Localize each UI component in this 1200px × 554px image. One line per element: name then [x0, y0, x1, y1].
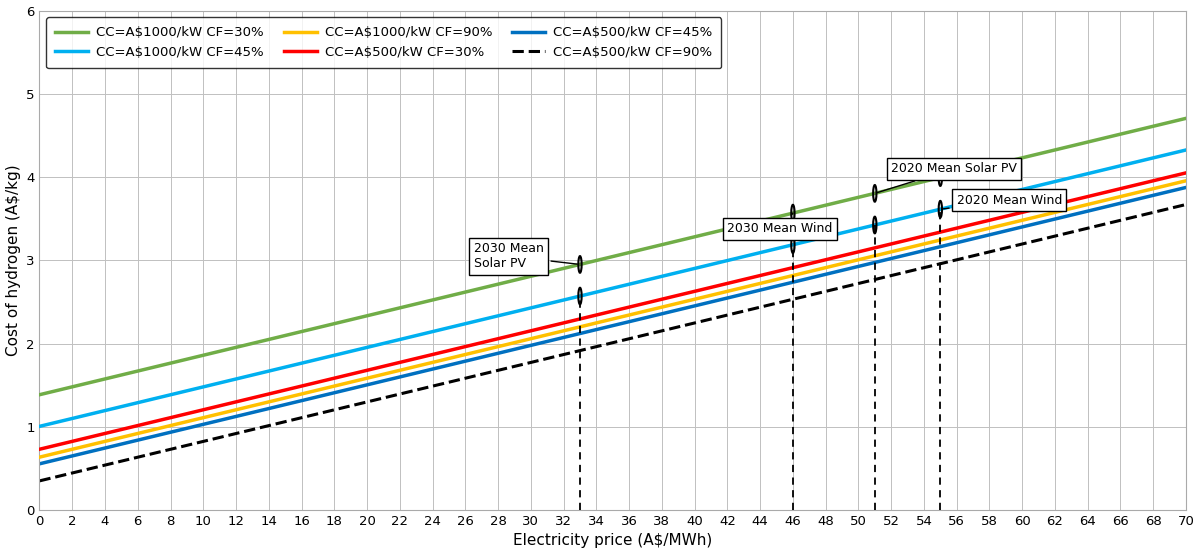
CC=A$1000/kW CF=30% — [1178, 115, 1193, 122]
CC=A$1000/kW CF=45% — [653, 274, 667, 280]
CC=A$1000/kW CF=90% — [32, 454, 47, 460]
Text: 2030 Mean
Solar PV: 2030 Mean Solar PV — [474, 242, 577, 270]
CC=A$500/kW CF=30% — [32, 446, 47, 453]
Line: CC=A$1000/kW CF=30%: CC=A$1000/kW CF=30% — [40, 119, 1186, 395]
CC=A$500/kW CF=30% — [972, 219, 986, 226]
CC=A$500/kW CF=30% — [1178, 170, 1193, 176]
CC=A$500/kW CF=45% — [583, 327, 598, 334]
CC=A$1000/kW CF=45% — [1178, 147, 1193, 153]
CC=A$1000/kW CF=30% — [32, 392, 47, 398]
CC=A$500/kW CF=90% — [583, 345, 598, 351]
CC=A$500/kW CF=90% — [1151, 208, 1165, 214]
Y-axis label: Cost of hydrogen (A$/kg): Cost of hydrogen (A$/kg) — [6, 165, 20, 356]
CC=A$1000/kW CF=90% — [1151, 184, 1165, 191]
Text: 2020 Mean Solar PV: 2020 Mean Solar PV — [877, 162, 1018, 193]
CC=A$1000/kW CF=45% — [577, 292, 592, 299]
Legend: CC=A$1000/kW CF=30%, CC=A$1000/kW CF=45%, CC=A$1000/kW CF=90%, CC=A$500/kW CF=30: CC=A$1000/kW CF=30%, CC=A$1000/kW CF=45%… — [46, 17, 721, 68]
CC=A$1000/kW CF=90% — [583, 321, 598, 327]
CC=A$1000/kW CF=90% — [653, 304, 667, 311]
CC=A$500/kW CF=90% — [577, 346, 592, 353]
Line: CC=A$500/kW CF=30%: CC=A$500/kW CF=30% — [40, 173, 1186, 449]
Text: 2030 Mean Wind: 2030 Mean Wind — [727, 213, 833, 235]
Line: CC=A$500/kW CF=90%: CC=A$500/kW CF=90% — [40, 204, 1186, 481]
CC=A$500/kW CF=30% — [653, 296, 667, 303]
CC=A$1000/kW CF=30% — [653, 242, 667, 249]
CC=A$500/kW CF=45% — [1178, 184, 1193, 191]
CC=A$500/kW CF=30% — [1151, 176, 1165, 183]
CC=A$1000/kW CF=90% — [972, 227, 986, 234]
CC=A$1000/kW CF=45% — [583, 290, 598, 297]
CC=A$500/kW CF=45% — [32, 460, 47, 467]
Line: CC=A$1000/kW CF=45%: CC=A$1000/kW CF=45% — [40, 150, 1186, 427]
CC=A$1000/kW CF=90% — [715, 289, 730, 296]
CC=A$500/kW CF=45% — [653, 311, 667, 317]
CC=A$1000/kW CF=45% — [32, 423, 47, 430]
CC=A$1000/kW CF=30% — [577, 260, 592, 267]
CC=A$500/kW CF=90% — [715, 313, 730, 320]
CC=A$1000/kW CF=30% — [583, 259, 598, 265]
CC=A$500/kW CF=30% — [583, 313, 598, 320]
CC=A$1000/kW CF=30% — [972, 165, 986, 172]
CC=A$500/kW CF=45% — [577, 329, 592, 336]
Line: CC=A$500/kW CF=45%: CC=A$500/kW CF=45% — [40, 187, 1186, 464]
X-axis label: Electricity price (A$/MWh): Electricity price (A$/MWh) — [514, 534, 713, 548]
CC=A$1000/kW CF=90% — [1178, 177, 1193, 184]
CC=A$1000/kW CF=30% — [715, 227, 730, 234]
CC=A$500/kW CF=90% — [1178, 201, 1193, 208]
Line: CC=A$1000/kW CF=90%: CC=A$1000/kW CF=90% — [40, 181, 1186, 457]
CC=A$500/kW CF=90% — [972, 251, 986, 258]
CC=A$500/kW CF=90% — [653, 328, 667, 335]
CC=A$1000/kW CF=30% — [1151, 122, 1165, 129]
CC=A$500/kW CF=30% — [715, 281, 730, 288]
CC=A$1000/kW CF=90% — [577, 322, 592, 329]
Text: 2020 Mean Wind: 2020 Mean Wind — [943, 194, 1062, 209]
CC=A$500/kW CF=45% — [1151, 191, 1165, 197]
CC=A$1000/kW CF=45% — [1151, 153, 1165, 160]
CC=A$500/kW CF=45% — [715, 296, 730, 302]
CC=A$500/kW CF=30% — [577, 315, 592, 321]
CC=A$500/kW CF=45% — [972, 234, 986, 240]
CC=A$1000/kW CF=45% — [715, 259, 730, 265]
CC=A$500/kW CF=90% — [32, 478, 47, 484]
CC=A$1000/kW CF=45% — [972, 197, 986, 203]
